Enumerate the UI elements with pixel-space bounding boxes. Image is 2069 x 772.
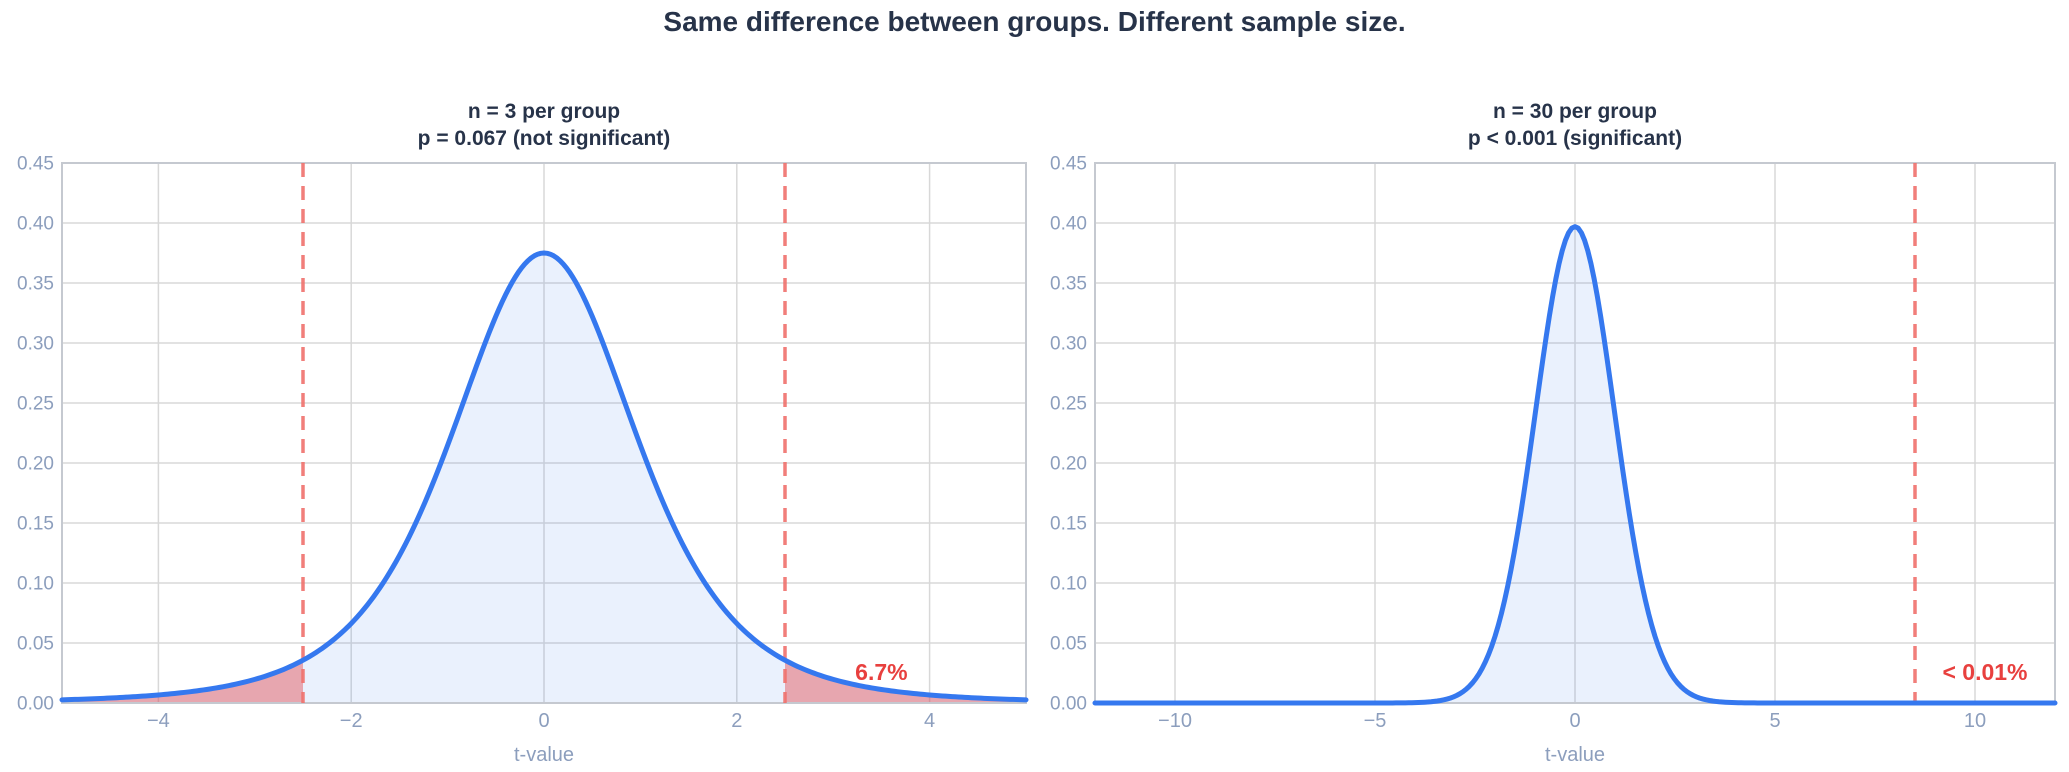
left-density-curve [59,250,1029,703]
right-y-tick-label: 0.45 [1050,154,1087,175]
right-x-tick-label: 5 [1769,710,1780,732]
right-x-tick-label: 0 [1569,710,1580,732]
right-y-tick-label: 0.15 [1050,514,1087,535]
left-plot-border [61,162,1027,704]
right-x-tick-label: −5 [1364,710,1387,732]
left-y-tick-label: 0.10 [17,574,54,595]
left-x-tick-label: 0 [538,710,549,732]
main-title: Same difference between groups. Differen… [663,6,1406,37]
left-curve-area [62,253,1026,703]
right-y-tick-label: 0.20 [1050,454,1087,475]
right-plot-border [1094,162,2056,704]
left-chart-subtitle-line2: p = 0.067 (not significant) [417,127,671,150]
right-tail-annotation: < 0.01% [1942,659,2027,685]
right-y-tick-label: 0.00 [1050,694,1087,715]
right-y-tick-label: 0.35 [1050,274,1087,295]
left-x-tick-label: −2 [340,710,363,732]
left-chart-subtitle: n = 3 per group p = 0.067 (not significa… [62,98,1026,152]
right-y-tick-label: 0.05 [1050,634,1087,655]
left-x-tick-label: 4 [924,710,935,732]
left-y-tick-label: 0.05 [17,634,54,655]
left-y-tick-label: 0.15 [17,514,54,535]
left-y-tick-label: 0.25 [17,394,54,415]
left-shaded-tail [62,660,303,703]
left-y-tick-label: 0.30 [17,334,54,355]
left-y-tick-label: 0.00 [17,694,54,715]
left-y-tick-label: 0.35 [17,274,54,295]
left-y-tick-label: 0.40 [17,214,54,235]
left-x-tick-label: −4 [147,710,170,732]
right-y-tick-label: 0.40 [1050,214,1087,235]
left-x-tick-label: 2 [731,710,742,732]
left-y-tick-label: 0.20 [17,454,54,475]
right-curve-area [1095,226,2055,703]
left-shaded-tail [785,660,1026,703]
right-chart-subtitle-line2: p < 0.001 (significant) [1467,127,1683,150]
right-y-tick-label: 0.10 [1050,574,1087,595]
right-y-tick-label: 0.25 [1050,394,1087,415]
left-tail-annotation: 6.7% [855,659,907,685]
right-chart-subtitle: n = 30 per group p < 0.001 (significant) [1095,98,2055,152]
right-density-curve [1092,224,2058,706]
right-x-axis-label: t-value [1545,744,1605,766]
right-y-tick-label: 0.30 [1050,334,1087,355]
right-x-tick-label: −10 [1158,710,1192,732]
left-y-tick-label: 0.45 [17,154,54,175]
left-x-axis-label: t-value [514,744,574,766]
right-chart-subtitle-line1: n = 30 per group [1493,100,1657,123]
right-x-tick-label: 10 [1964,710,1986,732]
left-chart-subtitle-line1: n = 3 per group [467,100,621,123]
